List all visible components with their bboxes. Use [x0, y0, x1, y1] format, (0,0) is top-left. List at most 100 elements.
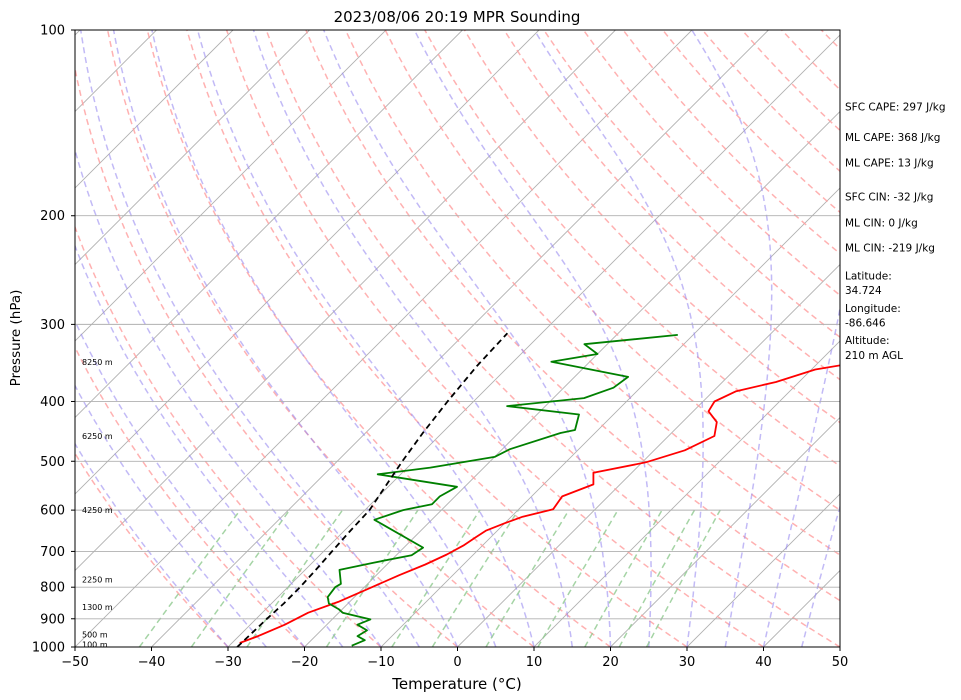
annotation-text: -86.646: [845, 318, 886, 330]
isotherm-line: [457, 263, 840, 647]
x-tick-label: 30: [679, 655, 696, 670]
x-tick-label: 50: [832, 655, 849, 670]
annotation-text: 34.724: [845, 285, 882, 297]
isotherm-line: [533, 340, 840, 647]
isotherm-line: [75, 30, 387, 342]
profile-lines: [236, 332, 840, 647]
x-axis: −50 −40 −30 −20 −10 0 10 20 30 40 50: [61, 647, 848, 670]
moist-adiabat-line: [75, 147, 382, 647]
moist-adiabat-line: [533, 30, 704, 647]
pressure-gridlines: [75, 215, 840, 620]
dry-adiabat-line: [384, 30, 840, 512]
annotation-text: ML CAPE: 368 J/kg: [845, 132, 940, 144]
dry-adiabat-line: [106, 30, 535, 647]
mixing-ratio-line: [645, 509, 721, 647]
moist-adiabat-line: [75, 384, 267, 647]
dry-adiabat-line: [940, 30, 961, 647]
isotherm-line: [151, 30, 769, 647]
isotherm-line: [75, 30, 693, 647]
mixing-ratio-line: [618, 509, 696, 647]
y-tick-label: 200: [40, 209, 65, 224]
temperature-profile-line: [239, 364, 840, 644]
x-tick-label: 10: [526, 655, 543, 670]
moist-adiabat-line: [112, 30, 459, 647]
y-tick-label: 600: [40, 504, 65, 519]
mixing-ratio-line: [485, 509, 570, 647]
dry-adiabat-line: [820, 30, 840, 51]
mixing-ratio-line: [584, 509, 663, 647]
annotation-text: ML CIN: 0 J/kg: [845, 217, 918, 229]
moist-adiabat-line: [79, 30, 420, 647]
dry-adiabat-line: [265, 30, 840, 647]
y-tick-label: 300: [40, 318, 65, 333]
moist-adiabat-line: [252, 30, 574, 647]
y-tick-label: 800: [40, 581, 65, 596]
isotherm-line: [75, 30, 616, 572]
dry-adiabat-line: [344, 30, 840, 556]
isotherm-line: [686, 493, 840, 647]
x-tick-label: 40: [755, 655, 772, 670]
isotherm-line: [304, 110, 840, 647]
height-label: 4250 m: [82, 506, 113, 515]
isotherm-line: [380, 187, 840, 647]
x-tick-label: −50: [61, 655, 88, 670]
background-lines: [0, 30, 961, 647]
moist-adiabat-line: [413, 30, 652, 647]
isotherm-line: [610, 416, 840, 647]
isotherm-line: [75, 30, 310, 266]
y-tick-label: 700: [40, 545, 65, 560]
x-axis-label: Temperature (°C): [391, 675, 521, 693]
isotherm-line: [0, 30, 4, 647]
chart-title: 2023/08/06 20:19 MPR Sounding: [334, 8, 581, 26]
x-tick-label: 0: [453, 655, 461, 670]
isotherm-line: [227, 34, 840, 647]
y-tick-label: 100: [40, 24, 65, 39]
y-tick-label: 1000: [32, 641, 65, 656]
annotation-text: ML CIN: -219 J/kg: [845, 242, 935, 254]
height-label: 100 m: [82, 640, 108, 649]
x-tick-label: −40: [138, 655, 165, 670]
isotherm-line: [75, 30, 540, 495]
y-tick-label: 400: [40, 395, 65, 410]
parcel-profile-line: [236, 332, 509, 647]
height-label: 500 m: [82, 631, 108, 640]
dry-adiabat-line: [146, 30, 611, 647]
x-tick-label: 20: [602, 655, 619, 670]
moist-adiabat-line: [196, 30, 535, 647]
isotherm-line: [75, 30, 463, 419]
dry-adiabat-line: [463, 30, 840, 424]
annotation-text: SFC CAPE: 297 J/kg: [845, 101, 946, 113]
y-tick-label: 900: [40, 612, 65, 627]
mixing-ratio-line: [537, 509, 619, 647]
height-label: 1300 m: [82, 603, 113, 612]
height-label: 8250 m: [82, 358, 113, 367]
dry-adiabat-line: [75, 345, 306, 647]
moist-adiabat-line: [762, 304, 840, 647]
x-tick-label: −10: [367, 655, 394, 670]
y-axis: 100 200 300 400 500 600 700 800 900 1000: [32, 24, 75, 656]
annotation-text: Latitude:: [845, 271, 892, 283]
isotherm-line: [917, 30, 961, 647]
moist-adiabat-line: [801, 504, 840, 647]
y-axis-label: Pressure (hPa): [8, 290, 24, 387]
annotation-text: 210 m AGL: [845, 350, 903, 362]
annotation-text: ML CAPE: 13 J/kg: [845, 158, 934, 170]
y-tick-label: 500: [40, 455, 65, 470]
dry-adiabat-line: [305, 30, 840, 602]
annotation-text: Altitude:: [845, 335, 890, 347]
annotation-text: SFC CIN: -32 J/kg: [845, 191, 933, 203]
dry-adiabat-line: [901, 30, 961, 647]
plot-background: [75, 30, 840, 647]
moist-adiabat-line: [75, 243, 344, 647]
moist-adiabat-line: [691, 30, 773, 647]
sounding-annotations: SFC CAPE: 297 J/kg ML CAPE: 368 J/kg ML CA…: [845, 101, 946, 361]
x-tick-label: −20: [291, 655, 318, 670]
isotherm-line: [75, 30, 234, 189]
height-label: 6250 m: [82, 432, 113, 441]
dewpoint-profile-line: [326, 334, 678, 647]
height-label: 2250 m: [82, 576, 113, 585]
moist-adiabat-line: [151, 30, 497, 647]
annotation-text: Longitude:: [845, 303, 901, 315]
